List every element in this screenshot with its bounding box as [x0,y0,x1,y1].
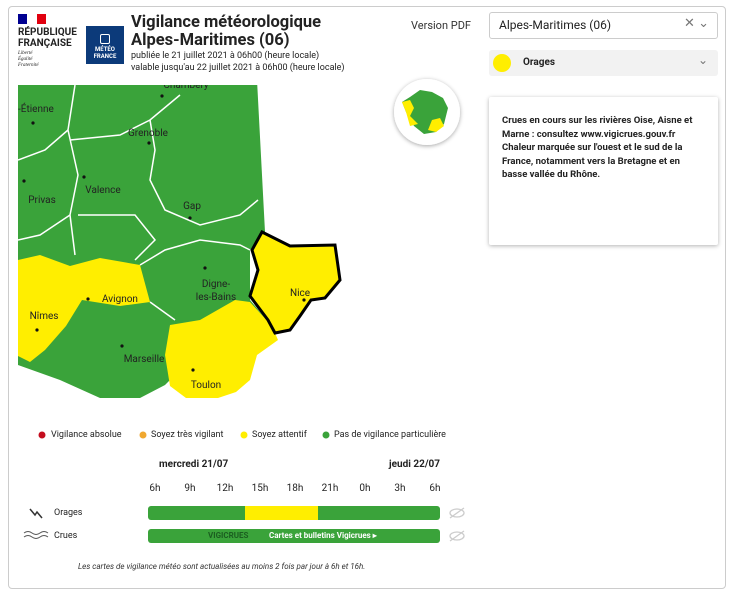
day-label: mercredi 21/07 [159,459,229,470]
hour-label: 3h [394,483,406,494]
map-area: Chambéry -Étienne Grenoble Valence Priva… [18,80,342,398]
phenomenon-icon [493,54,511,72]
chevron: ⌄ [697,53,708,67]
city-label: Toulon [191,380,221,391]
mini-map[interactable] [394,79,460,145]
meteo-france-logo: MÉTÉO FRANCE [86,26,124,64]
republic-logo: RÉPUBLIQUE FRANÇAISE [18,27,77,49]
legend-item: Soyez attentif [252,430,307,440]
yellow-zone [165,300,278,398]
city-label: Marseille [124,354,165,365]
vigicrues-logo: VIGICRUES [208,531,249,540]
legend-item: Soyez très vigilant [151,430,224,440]
info-box: Crues en cours sur les rivières Oise, Ai… [489,97,718,245]
city-label: Avignon [102,294,138,305]
published-date: publiée le 21 juillet 2021 à 06h00 (heur… [131,51,320,61]
crues-bar[interactable] [148,529,440,543]
nice-zone [248,230,342,335]
motto-line: Égalité [18,57,33,62]
city-label: Grenoble [128,128,168,139]
logo-line: FRANCE [93,53,117,60]
motto-line: Fraternité [18,63,39,68]
hour-label: 15h [251,483,269,494]
city-label: Digne- [202,279,230,290]
city-dots [22,94,306,372]
select-value: Orages [523,57,555,68]
phenomenon-select[interactable]: Orages ⌄ [489,50,718,76]
city-label: -Étienne [18,102,54,115]
city-label: Chambéry [163,80,209,91]
orages-yellow-period [245,506,318,520]
hour-label: 6h [149,483,161,494]
motto-line: Liberté [18,51,33,56]
page-title: Vigilance météorologique Alpes-Maritimes… [131,13,322,50]
yellow-zone [18,255,150,362]
legend-item: Vigilance absolue [51,430,122,440]
info-text: Crues en cours sur les rivières Oise, Ai… [502,115,693,180]
logo-line: MÉTÉO [95,46,115,53]
legend-item: Pas de vigilance particulière [334,430,446,440]
day-label: jeudi 22/07 [389,459,441,470]
hour-label: 9h [184,483,196,494]
city-label: Nîmes [30,311,59,322]
footnote: Les cartes de vigilance météo sont actua… [78,562,366,571]
hour-label: 21h [321,483,339,494]
hour-label: 6h [429,483,441,494]
city-label: Nice [290,288,310,299]
select-controls[interactable]: ✕ ⌄ [683,16,709,31]
borders [18,85,259,321]
hour-label: 12h [216,483,234,494]
motto: Liberté Égalité Fraternité [18,51,39,69]
city-label: les-Bains [196,292,236,303]
republic-line: FRANÇAISE [18,38,72,49]
republic-line: RÉPUBLIQUE [18,27,77,38]
pdf-link[interactable]: Version PDF [411,19,471,32]
row-label: Crues [54,531,78,541]
card [8,6,726,589]
hour-label: 18h [286,483,304,494]
vigicrues-link[interactable]: Cartes et bulletins Vigicrues ▸ [269,531,377,540]
flag [18,14,46,24]
row-label: Orages [54,508,83,518]
select-value: Alpes-Maritimes (06) [499,18,612,32]
valid-date: valable jusqu'au 22 juillet 2021 à 06h00… [131,63,345,73]
city-label: Valence [85,185,120,196]
city-label: Privas [28,195,56,206]
city-label: Gap [183,201,201,212]
department-select[interactable]: Alpes-Maritimes (06) ✕ ⌄ [489,12,718,39]
hour-label: 0h [359,483,371,494]
